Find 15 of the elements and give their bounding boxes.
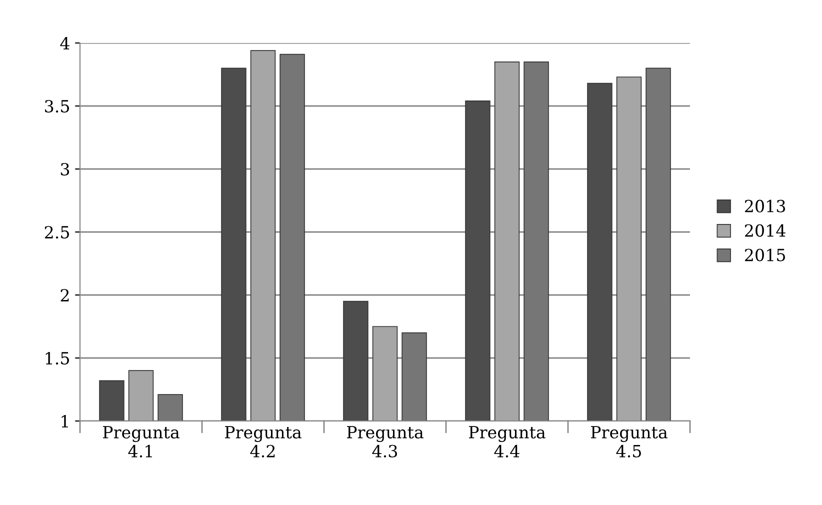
y-tick-label: 2.5: [44, 226, 69, 239]
x-tick-label: Pregunta 4.1: [103, 426, 180, 458]
x-tick-label: Pregunta 4.5: [591, 426, 668, 458]
legend-label: 2014: [744, 224, 786, 237]
legend-label: 2013: [744, 200, 786, 212]
y-tick-label: 3.5: [45, 100, 69, 113]
x-tick-label: Pregunta 4.4: [469, 426, 546, 458]
y-tick-label: 1: [62, 414, 68, 428]
y-tick-label: 3: [60, 162, 70, 176]
y-tick-label: 1.5: [46, 352, 69, 365]
x-tick-label: Pregunta 4.3: [347, 426, 424, 458]
y-tick-label: 4: [60, 36, 70, 50]
legend-label: 2015: [744, 248, 785, 262]
x-tick-label: Pregunta 4.2: [225, 426, 302, 458]
y-tick-label: 2: [60, 288, 69, 302]
